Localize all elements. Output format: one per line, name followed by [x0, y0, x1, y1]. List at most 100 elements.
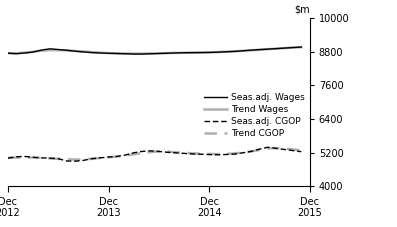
- Trend CGOP: [257, 149, 262, 151]
- Trend Wages: [224, 50, 228, 53]
- Seas.adj. Wages: [198, 51, 203, 54]
- Seas.adj. Wages: [265, 48, 270, 50]
- Seas.adj. CGOP: [224, 153, 228, 156]
- Seas.adj. CGOP: [257, 148, 262, 151]
- Seas.adj. Wages: [249, 49, 253, 52]
- Trend CGOP: [148, 151, 153, 153]
- Trend Wages: [140, 52, 145, 55]
- Trend CGOP: [156, 150, 161, 153]
- Seas.adj. Wages: [22, 52, 27, 54]
- Seas.adj. Wages: [131, 53, 136, 55]
- Trend CGOP: [173, 151, 178, 154]
- Trend Wages: [123, 52, 128, 55]
- Trend CGOP: [131, 153, 136, 156]
- Seas.adj. CGOP: [299, 150, 304, 153]
- Legend: Seas.adj. Wages, Trend Wages, Seas.adj. CGOP, Trend CGOP: Seas.adj. Wages, Trend Wages, Seas.adj. …: [204, 93, 305, 138]
- Trend CGOP: [207, 153, 212, 155]
- Trend CGOP: [181, 151, 186, 154]
- Trend CGOP: [106, 156, 111, 159]
- Seas.adj. CGOP: [22, 155, 27, 158]
- Seas.adj. CGOP: [48, 157, 52, 160]
- Seas.adj. CGOP: [274, 147, 279, 150]
- Seas.adj. Wages: [291, 46, 295, 49]
- Trend Wages: [207, 51, 212, 54]
- Seas.adj. CGOP: [165, 151, 170, 154]
- Trend CGOP: [22, 156, 27, 159]
- Trend CGOP: [282, 147, 287, 150]
- Line: Seas.adj. CGOP: Seas.adj. CGOP: [8, 147, 301, 161]
- Seas.adj. CGOP: [240, 151, 245, 154]
- Trend CGOP: [64, 158, 69, 161]
- Seas.adj. CGOP: [6, 157, 10, 160]
- Seas.adj. Wages: [14, 52, 19, 55]
- Seas.adj. Wages: [299, 46, 304, 48]
- Seas.adj. CGOP: [114, 155, 119, 158]
- Trend Wages: [14, 52, 19, 54]
- Trend CGOP: [123, 154, 128, 157]
- Trend CGOP: [6, 156, 10, 159]
- Trend CGOP: [165, 150, 170, 153]
- Seas.adj. CGOP: [131, 151, 136, 154]
- Trend Wages: [6, 52, 10, 54]
- Trend Wages: [22, 51, 27, 54]
- Trend CGOP: [240, 151, 245, 154]
- Trend CGOP: [232, 152, 237, 155]
- Seas.adj. Wages: [73, 50, 77, 53]
- Trend Wages: [265, 48, 270, 51]
- Trend Wages: [64, 49, 69, 52]
- Seas.adj. CGOP: [148, 150, 153, 152]
- Seas.adj. CGOP: [291, 149, 295, 152]
- Seas.adj. CGOP: [64, 160, 69, 162]
- Trend Wages: [240, 49, 245, 52]
- Seas.adj. CGOP: [173, 151, 178, 154]
- Seas.adj. Wages: [215, 51, 220, 54]
- Seas.adj. CGOP: [181, 152, 186, 155]
- Trend CGOP: [291, 148, 295, 151]
- Trend CGOP: [274, 147, 279, 150]
- Seas.adj. Wages: [56, 48, 61, 51]
- Line: Trend Wages: Trend Wages: [8, 47, 301, 54]
- Trend Wages: [215, 51, 220, 53]
- Trend Wages: [148, 52, 153, 55]
- Seas.adj. Wages: [89, 51, 94, 54]
- Trend Wages: [198, 51, 203, 54]
- Trend Wages: [282, 47, 287, 49]
- Seas.adj. Wages: [6, 52, 10, 54]
- Seas.adj. Wages: [173, 52, 178, 54]
- Seas.adj. Wages: [207, 51, 212, 54]
- Trend CGOP: [48, 157, 52, 160]
- Trend CGOP: [190, 152, 195, 155]
- Trend CGOP: [215, 153, 220, 155]
- Seas.adj. CGOP: [140, 150, 145, 153]
- Text: $m: $m: [294, 5, 310, 15]
- Trend CGOP: [56, 158, 61, 160]
- Trend CGOP: [114, 155, 119, 158]
- Trend CGOP: [14, 156, 19, 159]
- Trend Wages: [73, 50, 77, 52]
- Trend Wages: [89, 51, 94, 53]
- Line: Trend CGOP: Trend CGOP: [8, 148, 301, 160]
- Seas.adj. CGOP: [282, 148, 287, 151]
- Seas.adj. Wages: [257, 48, 262, 51]
- Trend CGOP: [73, 158, 77, 161]
- Trend Wages: [114, 52, 119, 55]
- Trend Wages: [232, 50, 237, 53]
- Trend Wages: [257, 48, 262, 51]
- Trend Wages: [173, 52, 178, 54]
- Seas.adj. Wages: [156, 52, 161, 55]
- Seas.adj. CGOP: [156, 150, 161, 153]
- Seas.adj. Wages: [64, 49, 69, 52]
- Trend CGOP: [31, 156, 35, 159]
- Trend Wages: [156, 52, 161, 55]
- Trend CGOP: [89, 157, 94, 160]
- Seas.adj. Wages: [148, 52, 153, 55]
- Trend Wages: [98, 51, 102, 54]
- Seas.adj. CGOP: [123, 154, 128, 156]
- Trend CGOP: [98, 157, 102, 159]
- Trend Wages: [31, 50, 35, 53]
- Seas.adj. Wages: [165, 52, 170, 54]
- Seas.adj. Wages: [31, 51, 35, 53]
- Seas.adj. Wages: [282, 47, 287, 49]
- Seas.adj. Wages: [240, 49, 245, 52]
- Seas.adj. CGOP: [81, 159, 86, 162]
